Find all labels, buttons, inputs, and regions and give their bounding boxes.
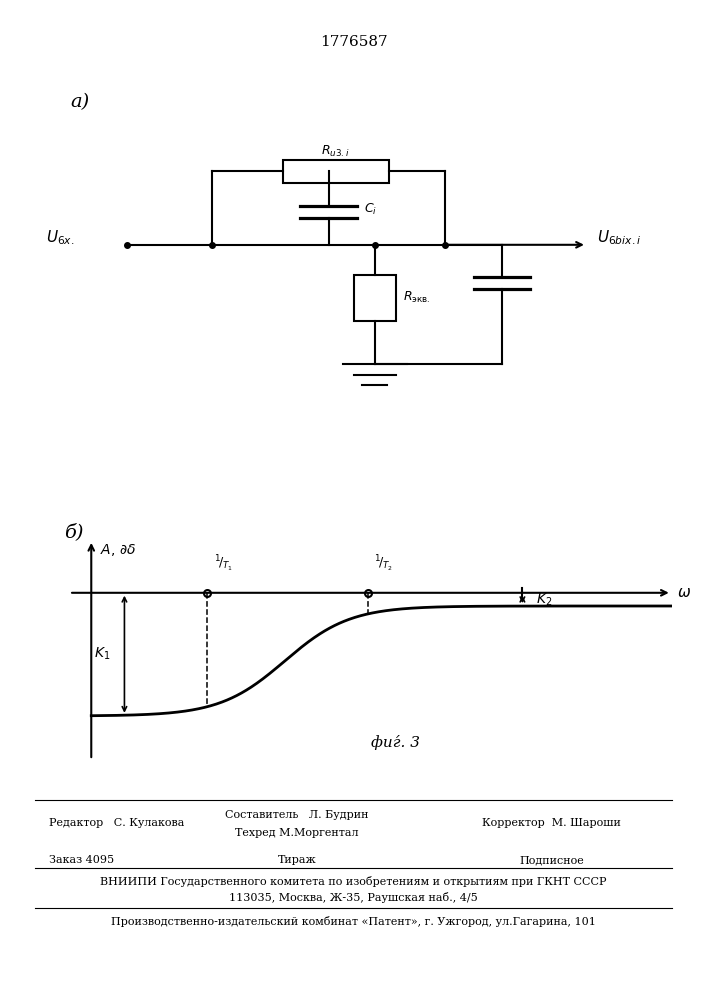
Text: $K_2$: $K_2$	[536, 591, 553, 608]
Text: $\mathit{^1\!/_{T_1}}$: $\mathit{^1\!/_{T_1}}$	[214, 554, 233, 574]
Text: ВНИИПИ Государственного комитета по изобретениям и открытиям при ГКНТ СССР: ВНИИПИ Государственного комитета по изоб…	[100, 876, 607, 887]
Text: Техред М.Моргентал: Техред М.Моргентал	[235, 828, 358, 838]
Text: $A,\,\partial\delta$: $A,\,\partial\delta$	[100, 542, 136, 558]
Text: $U_{\mathit{6bix.i}}$: $U_{\mathit{6bix.i}}$	[597, 229, 642, 247]
Text: $K_1$: $K_1$	[94, 646, 110, 662]
Text: Производственно-издательский комбинат «Патент», г. Ужгород, ул.Гагарина, 101: Производственно-издательский комбинат «П…	[111, 916, 596, 927]
Text: $\omega$: $\omega$	[677, 586, 691, 600]
Text: Редактор   С. Кулакова: Редактор С. Кулакова	[49, 818, 185, 828]
Text: $R_{\mathit{u3.i}}$: $R_{\mathit{u3.i}}$	[322, 144, 350, 159]
Text: Тираж: Тираж	[278, 855, 316, 865]
Bar	[283, 160, 389, 183]
Text: фиѓ. 3: фиѓ. 3	[370, 735, 420, 750]
Text: а): а)	[71, 93, 90, 111]
Text: 113035, Москва, Ж-35, Раушская наб., 4/5: 113035, Москва, Ж-35, Раушская наб., 4/5	[229, 892, 478, 903]
Bar	[354, 275, 396, 321]
Text: б): б)	[64, 523, 83, 541]
Text: Заказ 4095: Заказ 4095	[49, 855, 115, 865]
Text: Составитель   Л. Будрин: Составитель Л. Будрин	[226, 810, 368, 820]
Text: 1776587: 1776587	[320, 35, 387, 49]
Text: $U_{\text{вх.}}$: $U_{\text{вх.}}$	[0, 999, 1, 1000]
Text: $U_{\text{вых.}i}$: $U_{\text{вых.}i}$	[0, 999, 1, 1000]
Text: $U_{\mathit{\text{\cyrtext{vx.}}}}$: $U_{\mathit{\text{\cyrtext{vx.}}}}$	[0, 999, 1, 1000]
Text: $C_i$: $C_i$	[364, 202, 378, 217]
Text: Подписное: Подписное	[519, 855, 584, 865]
Text: $C_{\text{вх.}}$: $C_{\text{вх.}}$	[0, 999, 1, 1000]
Text: Корректор  М. Шароши: Корректор М. Шароши	[482, 818, 621, 828]
Text: $R_{\text{экв.}}$: $R_{\text{экв.}}$	[403, 290, 431, 305]
Text: $\mathit{^1\!/_{T_2}}$: $\mathit{^1\!/_{T_2}}$	[374, 554, 393, 574]
Text: $U_{\mathit{6x.}}$: $U_{\mathit{6x.}}$	[46, 229, 74, 247]
